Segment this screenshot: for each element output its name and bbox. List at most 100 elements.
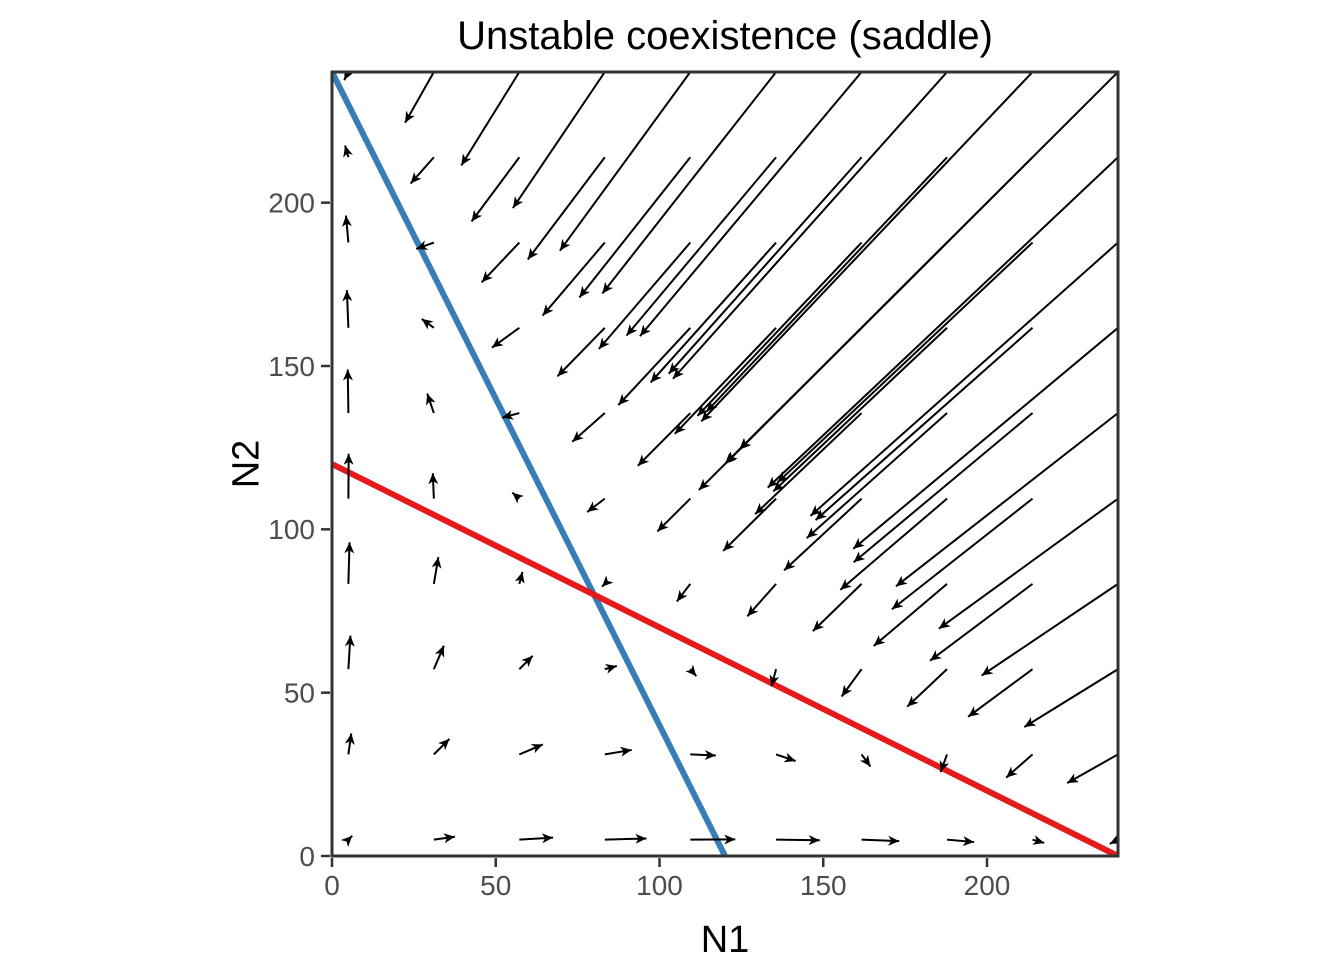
- flow-arrow: [852, 327, 1118, 550]
- flow-arrow: [604, 663, 618, 674]
- n2-isocline: [332, 72, 728, 856]
- flow-arrow: [526, 156, 606, 261]
- n1-isocline: [332, 461, 1118, 856]
- flow-arrow: [409, 156, 435, 185]
- flow-arrow: [895, 412, 1118, 588]
- flow-arrow: [754, 412, 863, 515]
- flow-arrow: [421, 318, 435, 330]
- x-tick-label: 150: [800, 870, 847, 901]
- y-tick-label: 200: [268, 187, 315, 218]
- flow-arrow: [601, 575, 614, 588]
- flow-arrow: [491, 326, 520, 349]
- flow-arrow: [431, 556, 442, 585]
- flow-arrow: [814, 327, 1034, 521]
- flow-arrow: [571, 412, 606, 443]
- flow-arrow: [428, 473, 439, 499]
- flow-arrow: [967, 668, 1034, 718]
- flow-arrow: [514, 571, 525, 585]
- x-tick-label: 50: [480, 870, 511, 901]
- flow-arrow: [519, 833, 554, 844]
- flow-arrow: [929, 583, 1034, 662]
- flow-arrow: [853, 412, 1034, 564]
- flow-arrow: [341, 215, 352, 243]
- flow-arrow: [859, 753, 872, 768]
- flow-arrow: [604, 833, 647, 844]
- flow-arrow: [559, 72, 692, 252]
- x-tick-label: 0: [324, 870, 340, 901]
- flow-arrow: [649, 241, 777, 384]
- flow-arrow: [426, 393, 436, 414]
- flow-arrow: [460, 72, 521, 166]
- flow-arrow: [415, 240, 435, 250]
- flow-arrow: [433, 833, 456, 844]
- flow-arrow: [637, 412, 691, 467]
- flow-arrow: [769, 668, 780, 687]
- flow-arrow: [541, 241, 606, 317]
- x-tick-label: 200: [964, 870, 1011, 901]
- flow-arrow: [767, 156, 1118, 489]
- flow-arrow: [806, 412, 948, 539]
- x-tick-label: 100: [636, 870, 683, 901]
- flow-arrow: [1066, 753, 1118, 784]
- flow-arrow: [775, 752, 796, 763]
- flow-arrow: [604, 746, 632, 757]
- flow-arrow: [342, 369, 353, 414]
- flow-arrow: [676, 583, 692, 603]
- y-tick-label: 150: [268, 351, 315, 382]
- plot-title: Unstable coexistence (saddle): [457, 14, 993, 58]
- flow-arrow: [776, 241, 1034, 484]
- flow-arrow: [809, 241, 1118, 517]
- flow-arrow: [511, 491, 524, 504]
- flow-arrow: [480, 241, 521, 283]
- flow-arrow: [578, 156, 692, 299]
- flow-arrow: [586, 497, 606, 513]
- flow-arrow: [518, 743, 544, 756]
- flow-arrow: [1023, 668, 1118, 728]
- flow-arrow: [776, 835, 820, 846]
- flow-arrow: [672, 72, 948, 380]
- flow-arrow: [432, 645, 445, 670]
- flow-arrow: [690, 750, 716, 760]
- isoclines-layer: [332, 72, 1118, 856]
- flow-arrow: [946, 836, 975, 847]
- flow-arrow: [404, 72, 435, 124]
- flow-arrow: [839, 497, 948, 591]
- flow-arrow: [344, 733, 355, 755]
- x-axis: 0 50 100 150 200: [324, 858, 1010, 901]
- flow-arrow: [812, 583, 863, 632]
- flow-arrow: [873, 583, 948, 647]
- panel-border: [330, 70, 1120, 858]
- flow-arrow: [938, 497, 1118, 630]
- flow-arrow: [344, 542, 355, 584]
- flow-arrow: [906, 668, 948, 708]
- flow-arrow: [556, 327, 606, 378]
- flow-arrow: [939, 754, 950, 773]
- flow-arrow: [685, 664, 698, 677]
- flow-arrow: [705, 156, 948, 413]
- y-tick-label: 0: [299, 841, 315, 872]
- flow-arrow: [343, 145, 353, 158]
- flow-arrow: [518, 655, 534, 670]
- flow-arrow: [746, 583, 777, 618]
- flow-arrow: [433, 738, 451, 756]
- flow-arrow: [340, 835, 353, 848]
- y-axis: 0 50 100 150 200: [268, 187, 330, 872]
- flow-arrow: [342, 290, 353, 328]
- flow-arrow: [639, 72, 863, 337]
- flow-arrow: [344, 635, 355, 670]
- flow-arrow: [674, 327, 777, 435]
- y-axis-title: N2: [225, 440, 267, 489]
- flow-arrow: [1032, 835, 1045, 845]
- flow-arrow: [891, 497, 1034, 611]
- vector-field-layer: [340, 72, 1118, 848]
- flow-arrow: [861, 835, 900, 846]
- flow-arrow: [840, 668, 863, 698]
- flow-arrow: [617, 327, 692, 406]
- flow-arrow: [783, 497, 863, 572]
- flow-arrow: [601, 72, 777, 295]
- flow-arrow: [724, 72, 1118, 465]
- flow-arrow: [722, 497, 777, 552]
- flow-arrow: [470, 156, 521, 223]
